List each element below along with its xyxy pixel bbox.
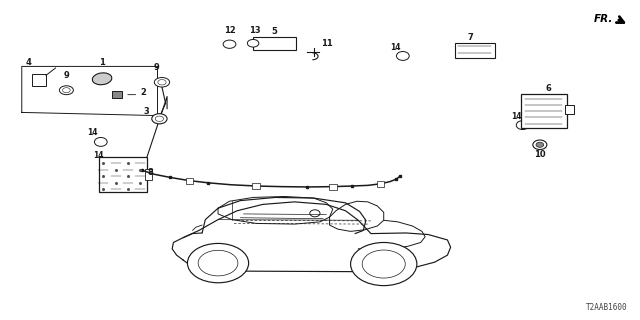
Ellipse shape <box>223 40 236 48</box>
Text: 6: 6 <box>545 84 551 93</box>
Ellipse shape <box>536 142 543 147</box>
Bar <box>32 74 46 86</box>
Bar <box>111 92 122 99</box>
Text: 9: 9 <box>63 70 69 80</box>
Bar <box>377 181 385 187</box>
Bar <box>253 37 296 50</box>
Ellipse shape <box>60 86 74 95</box>
Bar <box>186 178 193 184</box>
Bar <box>455 43 495 59</box>
Text: 13: 13 <box>248 26 260 35</box>
Bar <box>252 183 260 189</box>
Ellipse shape <box>95 138 107 146</box>
Text: 14: 14 <box>390 43 401 52</box>
Text: 7: 7 <box>468 33 474 42</box>
Text: T2AAB1600: T2AAB1600 <box>586 303 627 312</box>
Ellipse shape <box>188 244 248 283</box>
Text: 1: 1 <box>99 58 105 67</box>
Text: 14: 14 <box>87 128 98 137</box>
Bar <box>565 105 574 114</box>
Ellipse shape <box>92 73 112 85</box>
Text: 4: 4 <box>26 58 32 67</box>
Text: 9: 9 <box>154 63 160 72</box>
Bar <box>145 169 152 180</box>
Text: 11: 11 <box>321 39 333 48</box>
Ellipse shape <box>533 140 547 149</box>
Bar <box>521 94 566 128</box>
Text: 10: 10 <box>534 150 546 159</box>
Ellipse shape <box>100 161 113 170</box>
Text: 14: 14 <box>93 151 104 160</box>
Text: 14: 14 <box>511 112 522 121</box>
Ellipse shape <box>247 39 259 47</box>
Text: 5: 5 <box>271 28 277 36</box>
Ellipse shape <box>152 114 167 124</box>
Ellipse shape <box>396 52 409 60</box>
Bar <box>329 184 337 190</box>
Bar <box>99 157 147 192</box>
Ellipse shape <box>351 243 417 286</box>
Ellipse shape <box>516 121 529 130</box>
Text: 3: 3 <box>143 107 149 116</box>
Text: 12: 12 <box>223 26 236 35</box>
Text: 2: 2 <box>140 88 146 97</box>
Ellipse shape <box>154 77 170 87</box>
Text: 8: 8 <box>148 168 154 177</box>
Text: FR.: FR. <box>594 14 613 24</box>
